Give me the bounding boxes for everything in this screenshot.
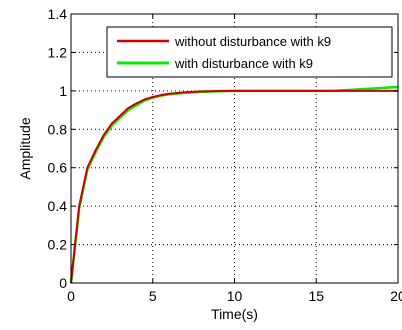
tick-marks <box>70 13 399 284</box>
y-tick-label: 0 <box>59 275 67 291</box>
legend-box <box>106 26 393 78</box>
x-tick-labels: 0 5 10 15 20 <box>67 288 402 304</box>
y-tick-label: 1.4 <box>48 6 68 22</box>
y-tick-label: 0.8 <box>48 121 68 137</box>
x-tick-label: 0 <box>67 288 75 304</box>
x-tick-label: 20 <box>390 288 402 304</box>
y-tick-label: 1.2 <box>48 44 68 60</box>
y-axis-label: Amplitude <box>17 117 33 179</box>
series-line-1 <box>70 89 398 284</box>
x-tick-label: 5 <box>149 288 157 304</box>
x-tick-label: 10 <box>227 288 243 304</box>
x-tick-label: 15 <box>308 288 324 304</box>
y-tick-label: 0.6 <box>48 160 68 176</box>
legend: without disturbance with k9 with disturba… <box>106 26 393 78</box>
y-tick-label: 0.2 <box>48 237 68 253</box>
legend-label: with disturbance with k9 <box>174 56 313 71</box>
y-tick-label: 1 <box>59 83 67 99</box>
series-lines <box>69 85 399 284</box>
y-tick-label: 0.4 <box>48 198 68 214</box>
y-tick-labels: 0 0.2 0.4 0.6 0.8 1 1.2 1.4 <box>48 6 68 291</box>
x-axis-label: Time(s) <box>211 306 258 322</box>
legend-label: without disturbance with k9 <box>174 34 331 49</box>
